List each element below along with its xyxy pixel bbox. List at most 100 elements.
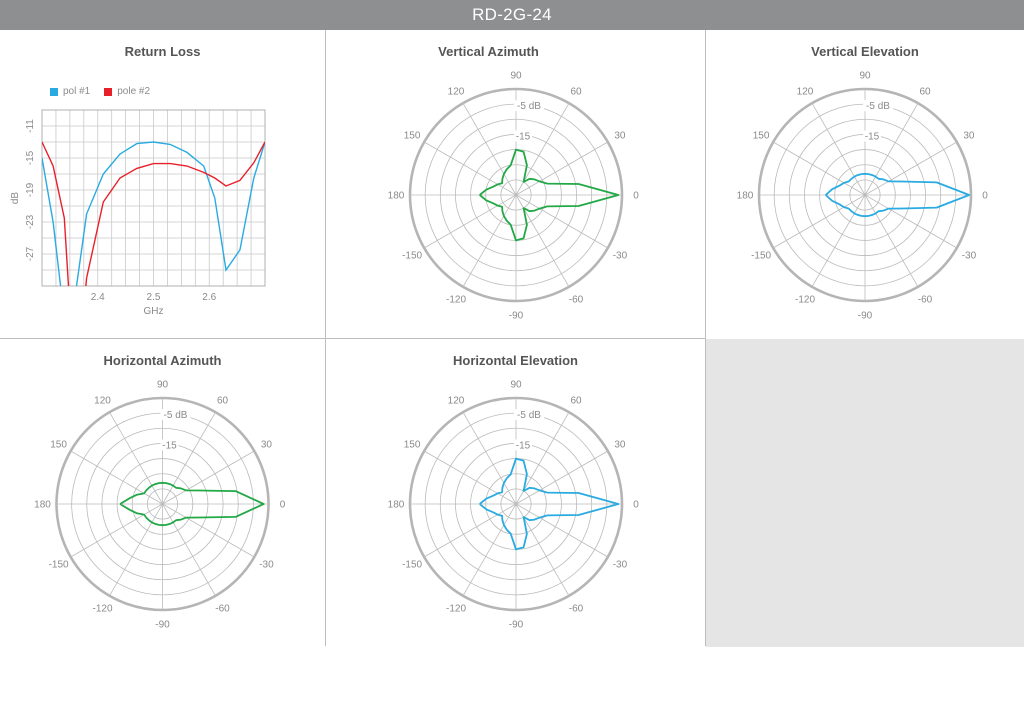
ring-label-bg — [160, 439, 179, 451]
return-loss-chart: 2.4 2.5 2.6 GHz -11 -15 -19 -23 -27 dB — [10, 109, 266, 317]
polar-angle-label: 30 — [614, 440, 626, 451]
ring-label-bg — [514, 409, 544, 421]
polar-spoke — [70, 503, 163, 558]
polar-spoke — [811, 103, 866, 196]
polar-angle-label: 180 — [388, 191, 405, 202]
polar-angle-label: -90 — [858, 311, 873, 322]
polar-spoke — [515, 194, 608, 249]
radiation-pattern — [479, 457, 620, 551]
vertical-elevation-panel: Vertical Elevation 90 60 30 0 -30 -60 -90 -120 -… — [706, 30, 1024, 338]
polar-angle-label: -30 — [613, 251, 628, 262]
horizontal-azimuth-panel: Horizontal Azimuth 90 60 30 0 -30 -60 -90 -120 -… — [0, 339, 325, 647]
series-line-1 — [42, 141, 265, 286]
horizontal-elevation-chart: 90 60 30 0 -30 -60 -90 -120 -150 180 150 120 -5 dB -1… — [388, 380, 640, 631]
polar-angle-label: 30 — [261, 440, 273, 451]
polar-spoke — [70, 450, 163, 505]
legend-label-pol1: pol #1 — [63, 86, 91, 97]
vertical-azimuth-chart: 90 60 30 0 -30 -60 -90 -120 -150 180 150 120 -5 dB -1… — [388, 71, 640, 322]
polar-spoke — [424, 194, 517, 249]
polar-angle-label: 120 — [448, 396, 465, 407]
radiation-pattern — [825, 172, 971, 218]
divider-horizontal — [0, 338, 706, 339]
polar-angle-label: 150 — [404, 131, 421, 142]
ring-label-bg — [863, 130, 881, 142]
polar-ring-label: -15 — [516, 440, 531, 451]
polar-angle-label: -90 — [509, 311, 524, 322]
polar-spoke — [109, 412, 163, 505]
legend-swatch-pol1 — [50, 87, 58, 96]
polar-angle-label: -90 — [155, 620, 170, 631]
polar-angle-label: 60 — [919, 87, 931, 98]
x-axis-label: GHz — [144, 306, 164, 317]
polar-angle-label: 180 — [388, 500, 405, 511]
polar-spoke — [424, 141, 517, 196]
x-tick-label: 2.4 — [91, 292, 105, 303]
return-loss-panel: Return Loss pol #1 pole #2 2.4 2.5 2.6 GHz -… — [0, 30, 325, 338]
y-tick-label: -27 — [25, 246, 36, 261]
return-loss-title: Return Loss — [124, 44, 201, 59]
page-header: RD-2G-24 — [0, 0, 1024, 30]
polar-angle-label: 30 — [614, 131, 626, 142]
polar-angle-label: 60 — [570, 396, 582, 407]
page-title: RD-2G-24 — [472, 5, 552, 24]
polar-angle-label: -90 — [509, 620, 524, 631]
polar-spoke — [109, 503, 163, 596]
horizontal-elevation-title: Horizontal Elevation — [453, 353, 578, 368]
polar-angle-label: 0 — [280, 500, 286, 511]
polar-spoke — [515, 503, 608, 558]
polar-spoke — [162, 412, 216, 505]
ring-label-bg — [514, 130, 532, 142]
polar-spoke — [424, 503, 517, 558]
polar-angle-label: -30 — [613, 560, 628, 571]
x-tick-label: 2.6 — [202, 292, 216, 303]
polar-spoke — [424, 450, 517, 505]
vertical-azimuth-title: Vertical Azimuth — [438, 44, 539, 59]
ring-label-bg — [863, 100, 893, 112]
polar-spoke — [864, 141, 957, 196]
polar-angle-label: 120 — [448, 87, 465, 98]
y-tick-label: -19 — [25, 182, 36, 197]
empty-panel — [706, 339, 1024, 647]
legend-label-pol2: pole #2 — [117, 86, 151, 97]
vertical-azimuth-panel: Vertical Azimuth 90 60 30 0 -30 -60 -90 -120 -15… — [326, 30, 651, 338]
polar-angle-label: -120 — [446, 294, 466, 305]
radiation-pattern — [479, 148, 620, 242]
ring-label-bg — [514, 439, 532, 451]
polar-angle-label: -120 — [446, 603, 466, 614]
polar-spoke — [462, 103, 517, 196]
y-axis-label: dB — [10, 192, 21, 205]
polar-angle-label: -150 — [751, 251, 771, 262]
polar-angle-label: -60 — [215, 603, 230, 614]
legend-swatch-pol2 — [104, 87, 113, 96]
polar-spoke — [162, 503, 255, 558]
polar-angle-label: 180 — [34, 500, 51, 511]
polar-angle-label: -30 — [259, 560, 274, 571]
polar-spoke — [773, 141, 866, 196]
vertical-elevation-chart: 90 60 30 0 -30 -60 -90 -120 -150 180 150 120 -5 dB -1… — [737, 71, 989, 322]
horizontal-elevation-panel: Horizontal Elevation 90 60 30 0 -30 -60 -90 -12… — [326, 339, 705, 647]
polar-angle-label: -60 — [569, 294, 584, 305]
polar-spoke — [462, 412, 517, 505]
polar-angle-label: 90 — [510, 71, 522, 82]
plot-frame — [41, 109, 266, 287]
polar-angle-label: -120 — [92, 603, 112, 614]
polar-spoke — [515, 141, 608, 196]
polar-spoke — [773, 194, 866, 249]
polar-spoke — [515, 450, 608, 505]
polar-spoke — [462, 503, 517, 596]
polar-spoke — [864, 103, 919, 196]
polar-angle-label: 60 — [570, 87, 582, 98]
polar-ring-label: -5 dB — [517, 101, 541, 112]
polar-spoke — [162, 450, 255, 505]
y-tick-label: -15 — [25, 150, 36, 165]
vertical-elevation-title: Vertical Elevation — [811, 44, 919, 59]
ring-label-bg — [514, 100, 544, 112]
radiation-pattern — [119, 481, 265, 527]
polar-angle-label: 0 — [633, 500, 639, 511]
polar-angle-label: -150 — [402, 560, 422, 571]
polar-angle-label: -120 — [795, 294, 815, 305]
polar-angle-label: -60 — [569, 603, 584, 614]
polar-angle-label: -60 — [918, 294, 933, 305]
x-tick-label: 2.5 — [147, 292, 161, 303]
polar-spoke — [162, 503, 216, 596]
